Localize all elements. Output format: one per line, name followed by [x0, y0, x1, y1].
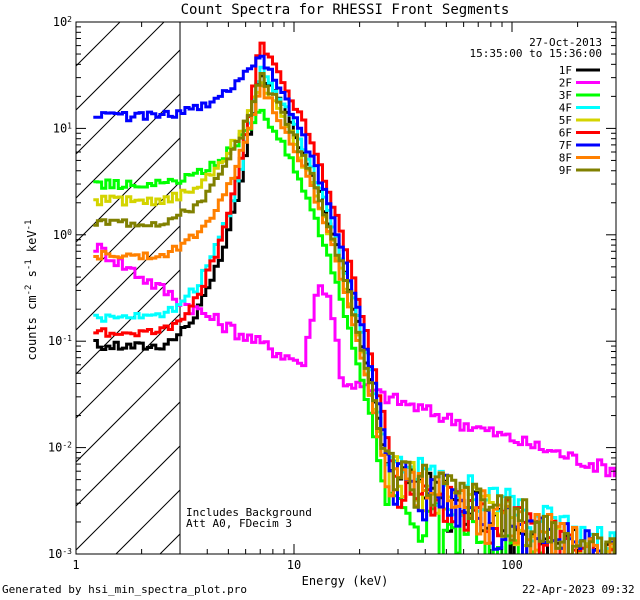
y-tick-label: 101: [53, 121, 72, 136]
legend-label-8F: 8F: [559, 152, 572, 165]
footer-generated-by: Generated by hsi_min_spectra_plot.pro: [2, 583, 248, 596]
series-layer: [93, 41, 616, 554]
legend-label-2F: 2F: [559, 77, 572, 90]
legend-label-7F: 7F: [559, 139, 572, 152]
legend-label-1F: 1F: [559, 64, 572, 77]
x-axis-label: Energy (keV): [302, 574, 389, 588]
hatch-line: [76, 22, 121, 67]
x-tick-label: 10: [287, 558, 301, 572]
annotation-date: 27-Oct-2013: [529, 36, 602, 49]
y-axis-label: counts cm-2 s-1 keV-1: [24, 220, 39, 361]
legend-label-4F: 4F: [559, 102, 572, 115]
y-tick-label: 10-3: [48, 547, 72, 562]
x-tick-label: 1: [72, 558, 79, 572]
hatch-line: [76, 401, 181, 507]
note-background: Includes Background: [186, 506, 312, 519]
hatch-line: [76, 445, 181, 551]
footer-timestamp: 22-Apr-2023 09:32: [522, 583, 635, 596]
series-9F: [93, 72, 616, 554]
chart-title: Count Spectra for RHESSI Front Segments: [181, 2, 510, 18]
annotation-time-range: 15:35:00 to 15:36:00: [470, 47, 602, 60]
y-tick-label: 10-2: [48, 440, 72, 455]
x-tick-label: 100: [501, 558, 523, 572]
axis-ticks: 1 10 100 10-3 10-2 10-1 100 101 102: [48, 15, 617, 572]
legend-label-3F: 3F: [559, 89, 572, 102]
legend-label-6F: 6F: [559, 127, 572, 140]
hatch-line: [76, 225, 181, 331]
legend-label-9F: 9F: [559, 164, 572, 177]
y-tick-label: 10-1: [48, 334, 72, 349]
excluded-region-hatch: [76, 22, 181, 554]
legend-label-5F: 5F: [559, 114, 572, 127]
hatch-line: [76, 49, 181, 155]
hatch-line: [76, 22, 77, 23]
series-3F: [93, 108, 545, 554]
y-tick-label: 102: [53, 15, 72, 30]
y-tick-label: 100: [53, 227, 72, 242]
note-attenuator: Att A0, FDecim 3: [186, 517, 292, 530]
hatch-line: [76, 269, 181, 375]
plot-frame: [75, 21, 617, 555]
